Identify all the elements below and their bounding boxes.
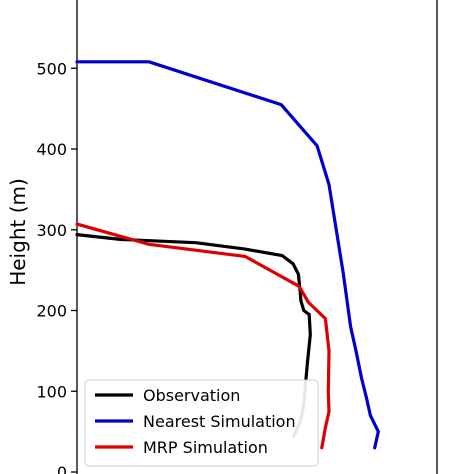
y-tick-label: 400: [36, 140, 67, 159]
y-tick-label: 0: [57, 463, 67, 474]
legend-label: Observation: [143, 386, 240, 405]
legend-label: MRP Simulation: [143, 438, 268, 457]
y-tick-label: 300: [36, 221, 67, 240]
series-line-3: [75, 222, 331, 450]
legend: Observation Nearest Simulation MRP Simulat…: [84, 379, 319, 467]
y-tick-label: 500: [36, 59, 67, 78]
series-line-2: [75, 60, 380, 450]
axes-frame: [76, 0, 438, 474]
legend-box: [84, 379, 319, 467]
legend-label: Nearest Simulation: [143, 412, 296, 431]
y-tick-label: 100: [36, 382, 67, 401]
y-axis-label: Height (m): [6, 178, 30, 286]
y-ticks: 0 100 200 300 400 500: [36, 59, 77, 474]
y-tick-label: 200: [36, 302, 67, 321]
